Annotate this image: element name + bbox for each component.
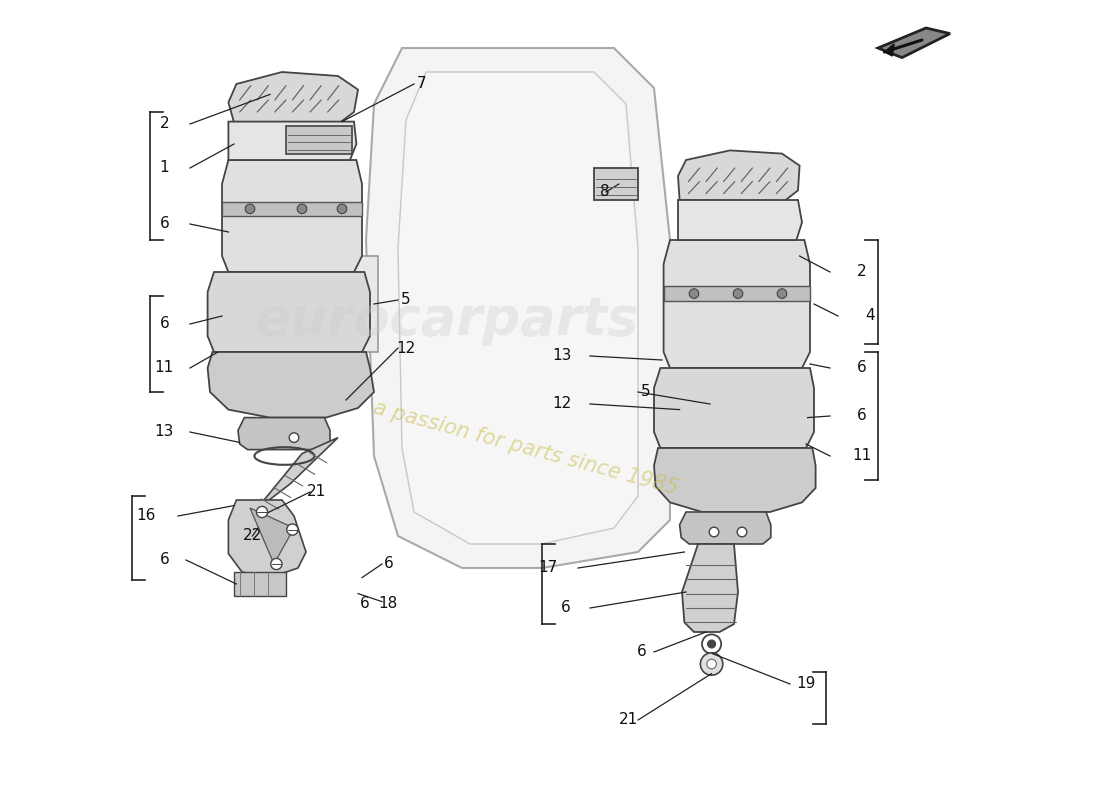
Text: 13: 13: [155, 425, 174, 439]
Circle shape: [338, 204, 346, 214]
Circle shape: [737, 527, 747, 537]
Text: 6: 6: [160, 553, 169, 567]
Text: 1: 1: [160, 161, 169, 175]
Circle shape: [690, 289, 698, 298]
Text: 5: 5: [641, 385, 651, 399]
Text: 11: 11: [852, 449, 871, 463]
Polygon shape: [366, 48, 670, 568]
Text: 6: 6: [857, 409, 867, 423]
Circle shape: [289, 433, 299, 442]
FancyBboxPatch shape: [222, 202, 362, 216]
Circle shape: [271, 558, 282, 570]
FancyBboxPatch shape: [234, 572, 286, 596]
Polygon shape: [398, 72, 638, 544]
Circle shape: [701, 653, 723, 675]
Polygon shape: [884, 44, 894, 56]
FancyBboxPatch shape: [286, 126, 352, 154]
Text: a passion for parts since 1985: a passion for parts since 1985: [372, 398, 681, 498]
Text: 6: 6: [160, 317, 169, 331]
Polygon shape: [250, 508, 294, 564]
Polygon shape: [680, 512, 771, 544]
Circle shape: [778, 289, 786, 298]
Polygon shape: [229, 122, 356, 160]
Polygon shape: [229, 500, 306, 578]
Text: 7: 7: [417, 77, 427, 91]
FancyBboxPatch shape: [663, 286, 810, 301]
Circle shape: [710, 527, 718, 537]
Text: eurocarparts: eurocarparts: [254, 294, 638, 346]
Polygon shape: [663, 240, 810, 368]
FancyBboxPatch shape: [594, 168, 638, 200]
Text: 6: 6: [160, 217, 169, 231]
Polygon shape: [654, 448, 815, 512]
Circle shape: [287, 524, 298, 535]
Polygon shape: [229, 72, 358, 124]
Polygon shape: [208, 352, 374, 418]
Text: 5: 5: [402, 293, 410, 307]
Text: 18: 18: [378, 597, 398, 611]
Circle shape: [707, 640, 716, 648]
Text: 22: 22: [243, 529, 262, 543]
Text: 21: 21: [619, 713, 638, 727]
Text: 12: 12: [396, 341, 416, 355]
Polygon shape: [878, 28, 950, 58]
Text: 17: 17: [539, 561, 558, 575]
Text: 21: 21: [307, 485, 326, 499]
Circle shape: [702, 634, 722, 654]
Polygon shape: [255, 438, 338, 510]
Text: 6: 6: [360, 597, 370, 611]
Polygon shape: [682, 544, 738, 632]
Text: 4: 4: [866, 309, 874, 323]
Polygon shape: [222, 160, 362, 272]
Text: 8: 8: [600, 185, 609, 199]
Polygon shape: [208, 272, 370, 352]
Text: 11: 11: [155, 361, 174, 375]
Circle shape: [256, 506, 267, 518]
Text: 2: 2: [857, 265, 867, 279]
Text: 6: 6: [561, 601, 571, 615]
Text: 6: 6: [637, 645, 647, 659]
Text: 6: 6: [857, 361, 867, 375]
Polygon shape: [654, 368, 814, 448]
Circle shape: [707, 659, 716, 669]
Circle shape: [734, 289, 742, 298]
Circle shape: [297, 204, 307, 214]
Text: 19: 19: [796, 677, 816, 691]
Polygon shape: [678, 200, 802, 240]
Text: 12: 12: [552, 397, 572, 411]
Polygon shape: [238, 418, 330, 450]
Circle shape: [245, 204, 255, 214]
Text: 13: 13: [552, 349, 572, 363]
Text: 2: 2: [160, 117, 169, 131]
Polygon shape: [334, 256, 378, 352]
Text: 6: 6: [384, 557, 394, 571]
Text: 16: 16: [136, 509, 156, 523]
Polygon shape: [678, 150, 800, 202]
